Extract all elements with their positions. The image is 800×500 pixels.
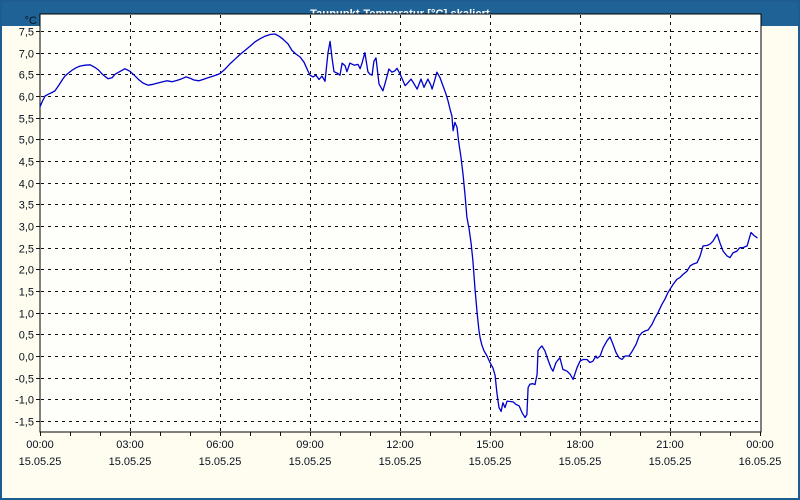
y-tick-label: 1,0 <box>19 309 34 321</box>
x-tick-time-label: 15:00 <box>476 439 504 451</box>
x-tick-date-label: 15.05.25 <box>19 456 62 468</box>
x-tick-date-label: 15.05.25 <box>559 456 602 468</box>
x-tick-date-label: 15.05.25 <box>379 456 422 468</box>
y-tick-label: 3,0 <box>19 222 34 234</box>
x-tick-time-label: 18:00 <box>566 439 594 451</box>
x-tick-date-label: 15.05.25 <box>289 456 332 468</box>
x-tick-time-label: 00:00 <box>746 439 774 451</box>
y-tick-label: 3,5 <box>19 200 34 212</box>
x-tick-date-label: 15.05.25 <box>469 456 512 468</box>
y-tick-label: 2,5 <box>19 244 34 256</box>
x-tick-time-label: 06:00 <box>206 439 234 451</box>
y-tick-label: -0,5 <box>15 374 34 386</box>
y-tick-label: 7,0 <box>19 49 34 61</box>
x-tick-time-label: 00:00 <box>26 439 54 451</box>
y-tick-label: -1,5 <box>15 417 34 429</box>
y-tick-label: 1,5 <box>19 287 34 299</box>
x-tick-time-label: 21:00 <box>656 439 684 451</box>
plot-frame <box>39 13 762 433</box>
x-tick-time-label: 03:00 <box>116 439 144 451</box>
x-tick-time-label: 12:00 <box>386 439 414 451</box>
x-tick-date-label: 16.05.25 <box>739 456 782 468</box>
y-tick-label: 0,5 <box>19 330 34 342</box>
x-tick-date-label: 15.05.25 <box>109 456 152 468</box>
y-tick-label: 5,5 <box>19 114 34 126</box>
y-axis-unit-label: °C <box>25 15 37 27</box>
y-tick-label: 0,0 <box>19 352 34 364</box>
y-tick-label: 5,0 <box>19 135 34 147</box>
y-tick-label: 6,0 <box>19 92 34 104</box>
x-tick-date-label: 15.05.25 <box>199 456 242 468</box>
y-tick-label: 6,5 <box>19 70 34 82</box>
y-tick-label: 7,5 <box>19 27 34 39</box>
y-tick-label: 2,0 <box>19 265 34 277</box>
y-tick-label: 4,5 <box>19 157 34 169</box>
y-tick-label: 4,0 <box>19 179 34 191</box>
temperature-line <box>39 33 758 419</box>
x-tick-time-label: 09:00 <box>296 439 324 451</box>
x-tick-date-label: 15.05.25 <box>649 456 692 468</box>
y-tick-label: -1,0 <box>15 395 34 407</box>
